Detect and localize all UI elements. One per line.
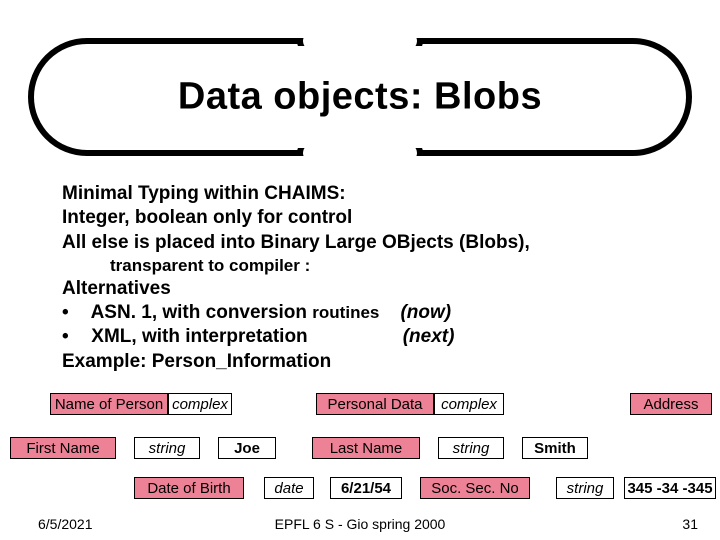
cell-address: Address (630, 393, 712, 415)
cell-joe: Joe (218, 437, 276, 459)
cell-string-2: string (438, 437, 504, 459)
body-line-5: Alternatives (62, 277, 682, 301)
cell-last-name: Last Name (312, 437, 420, 459)
cell-smith: Smith (522, 437, 588, 459)
body-line-2: Integer, boolean only for control (62, 206, 682, 230)
cell-date: date (264, 477, 314, 499)
footer-center: EPFL 6 S - Gio spring 2000 (275, 516, 446, 532)
body-line-1: Minimal Typing within CHAIMS: (62, 182, 682, 206)
body-line-8: Example: Person_Information (62, 350, 682, 374)
body-line-4: transparent to compiler : (110, 255, 682, 277)
cell-personal-data: Personal Data (316, 393, 434, 415)
body-line-7: • XML, with interpretation (next) (62, 325, 682, 349)
title-banner: Data objects: Blobs (28, 38, 692, 156)
cell-dob-label: Date of Birth (134, 477, 244, 499)
body-line-3: All else is placed into Binary Large OBj… (62, 231, 682, 255)
body-text: Minimal Typing within CHAIMS: Integer, b… (62, 182, 682, 374)
footer-page: 31 (682, 516, 698, 532)
cell-ssn-value: 345 -34 -345 (624, 477, 716, 499)
cell-ssn-label: Soc. Sec. No (420, 477, 530, 499)
body-line-6: • ASN. 1, with conversion routines (now) (62, 301, 682, 325)
cell-first-name: First Name (10, 437, 116, 459)
cell-string-3: string (556, 477, 614, 499)
cell-string-1: string (134, 437, 200, 459)
page-title: Data objects: Blobs (178, 76, 542, 119)
cell-complex-1: complex (168, 393, 232, 415)
cell-dob-value: 6/21/54 (330, 477, 402, 499)
cell-name-of-person: Name of Person (50, 393, 168, 415)
footer-date: 6/5/2021 (38, 516, 93, 532)
cell-complex-2: complex (434, 393, 504, 415)
